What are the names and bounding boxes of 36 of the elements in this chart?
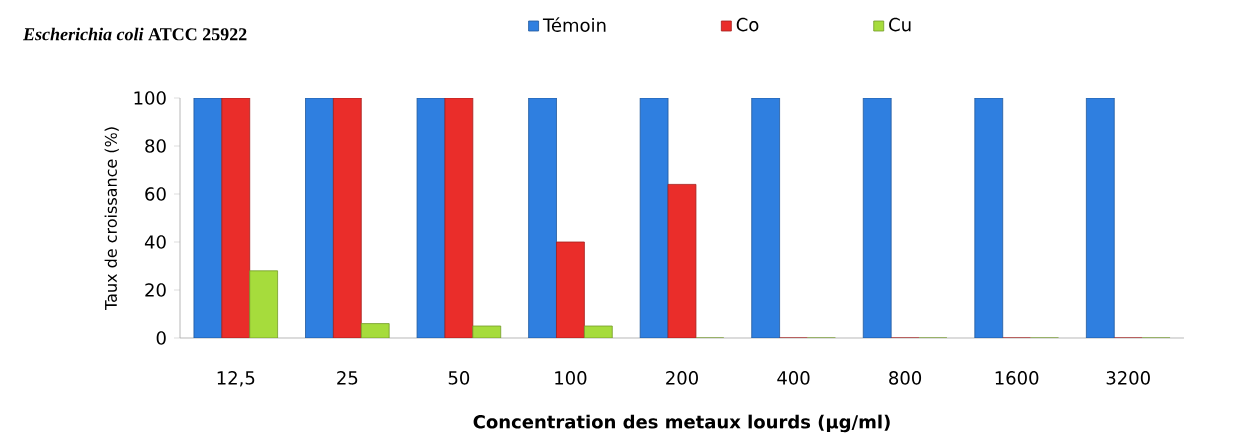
bar [444,98,474,338]
x-tick-label: 1600 [995,371,1039,385]
bar [193,98,223,338]
legend-label: Témoin [542,17,606,32]
x-tick-label: 25 [337,371,358,385]
x-tick-label: 3200 [1106,371,1150,385]
x-tick-label: 100 [555,371,587,385]
chart-title: Escherichia coli ATCC 25922 [22,27,247,41]
x-tick-label: 800 [889,371,922,385]
bar [667,184,697,338]
bar [1085,98,1115,338]
y-tick-label: 20 [145,283,166,297]
y-tick-label: 80 [145,139,166,153]
bar [974,98,1004,338]
bar [416,98,446,338]
x-tick-label: 12,5 [217,371,255,387]
y-tick-label: 0 [156,331,166,345]
x-tick-label: 200 [666,371,698,385]
bar [332,98,362,338]
y-axis-title: Taux de croissance (%) [104,127,119,311]
bar [556,241,585,338]
bar [249,270,279,338]
x-axis-title: Concentration des metaux lourds (µg/ml) [473,414,890,433]
bar [751,98,780,338]
bar [528,98,557,338]
bar [862,98,892,338]
x-tick-label: 50 [448,371,470,385]
bar [305,98,334,338]
legend-label: Cu [889,17,911,32]
legend-label: Co [736,17,759,32]
y-tick-label: 100 [134,91,166,105]
y-tick-label: 40 [144,235,166,249]
y-tick-label: 60 [145,187,166,201]
bar [221,98,251,338]
x-tick-label: 400 [777,371,810,385]
bar [639,98,669,338]
